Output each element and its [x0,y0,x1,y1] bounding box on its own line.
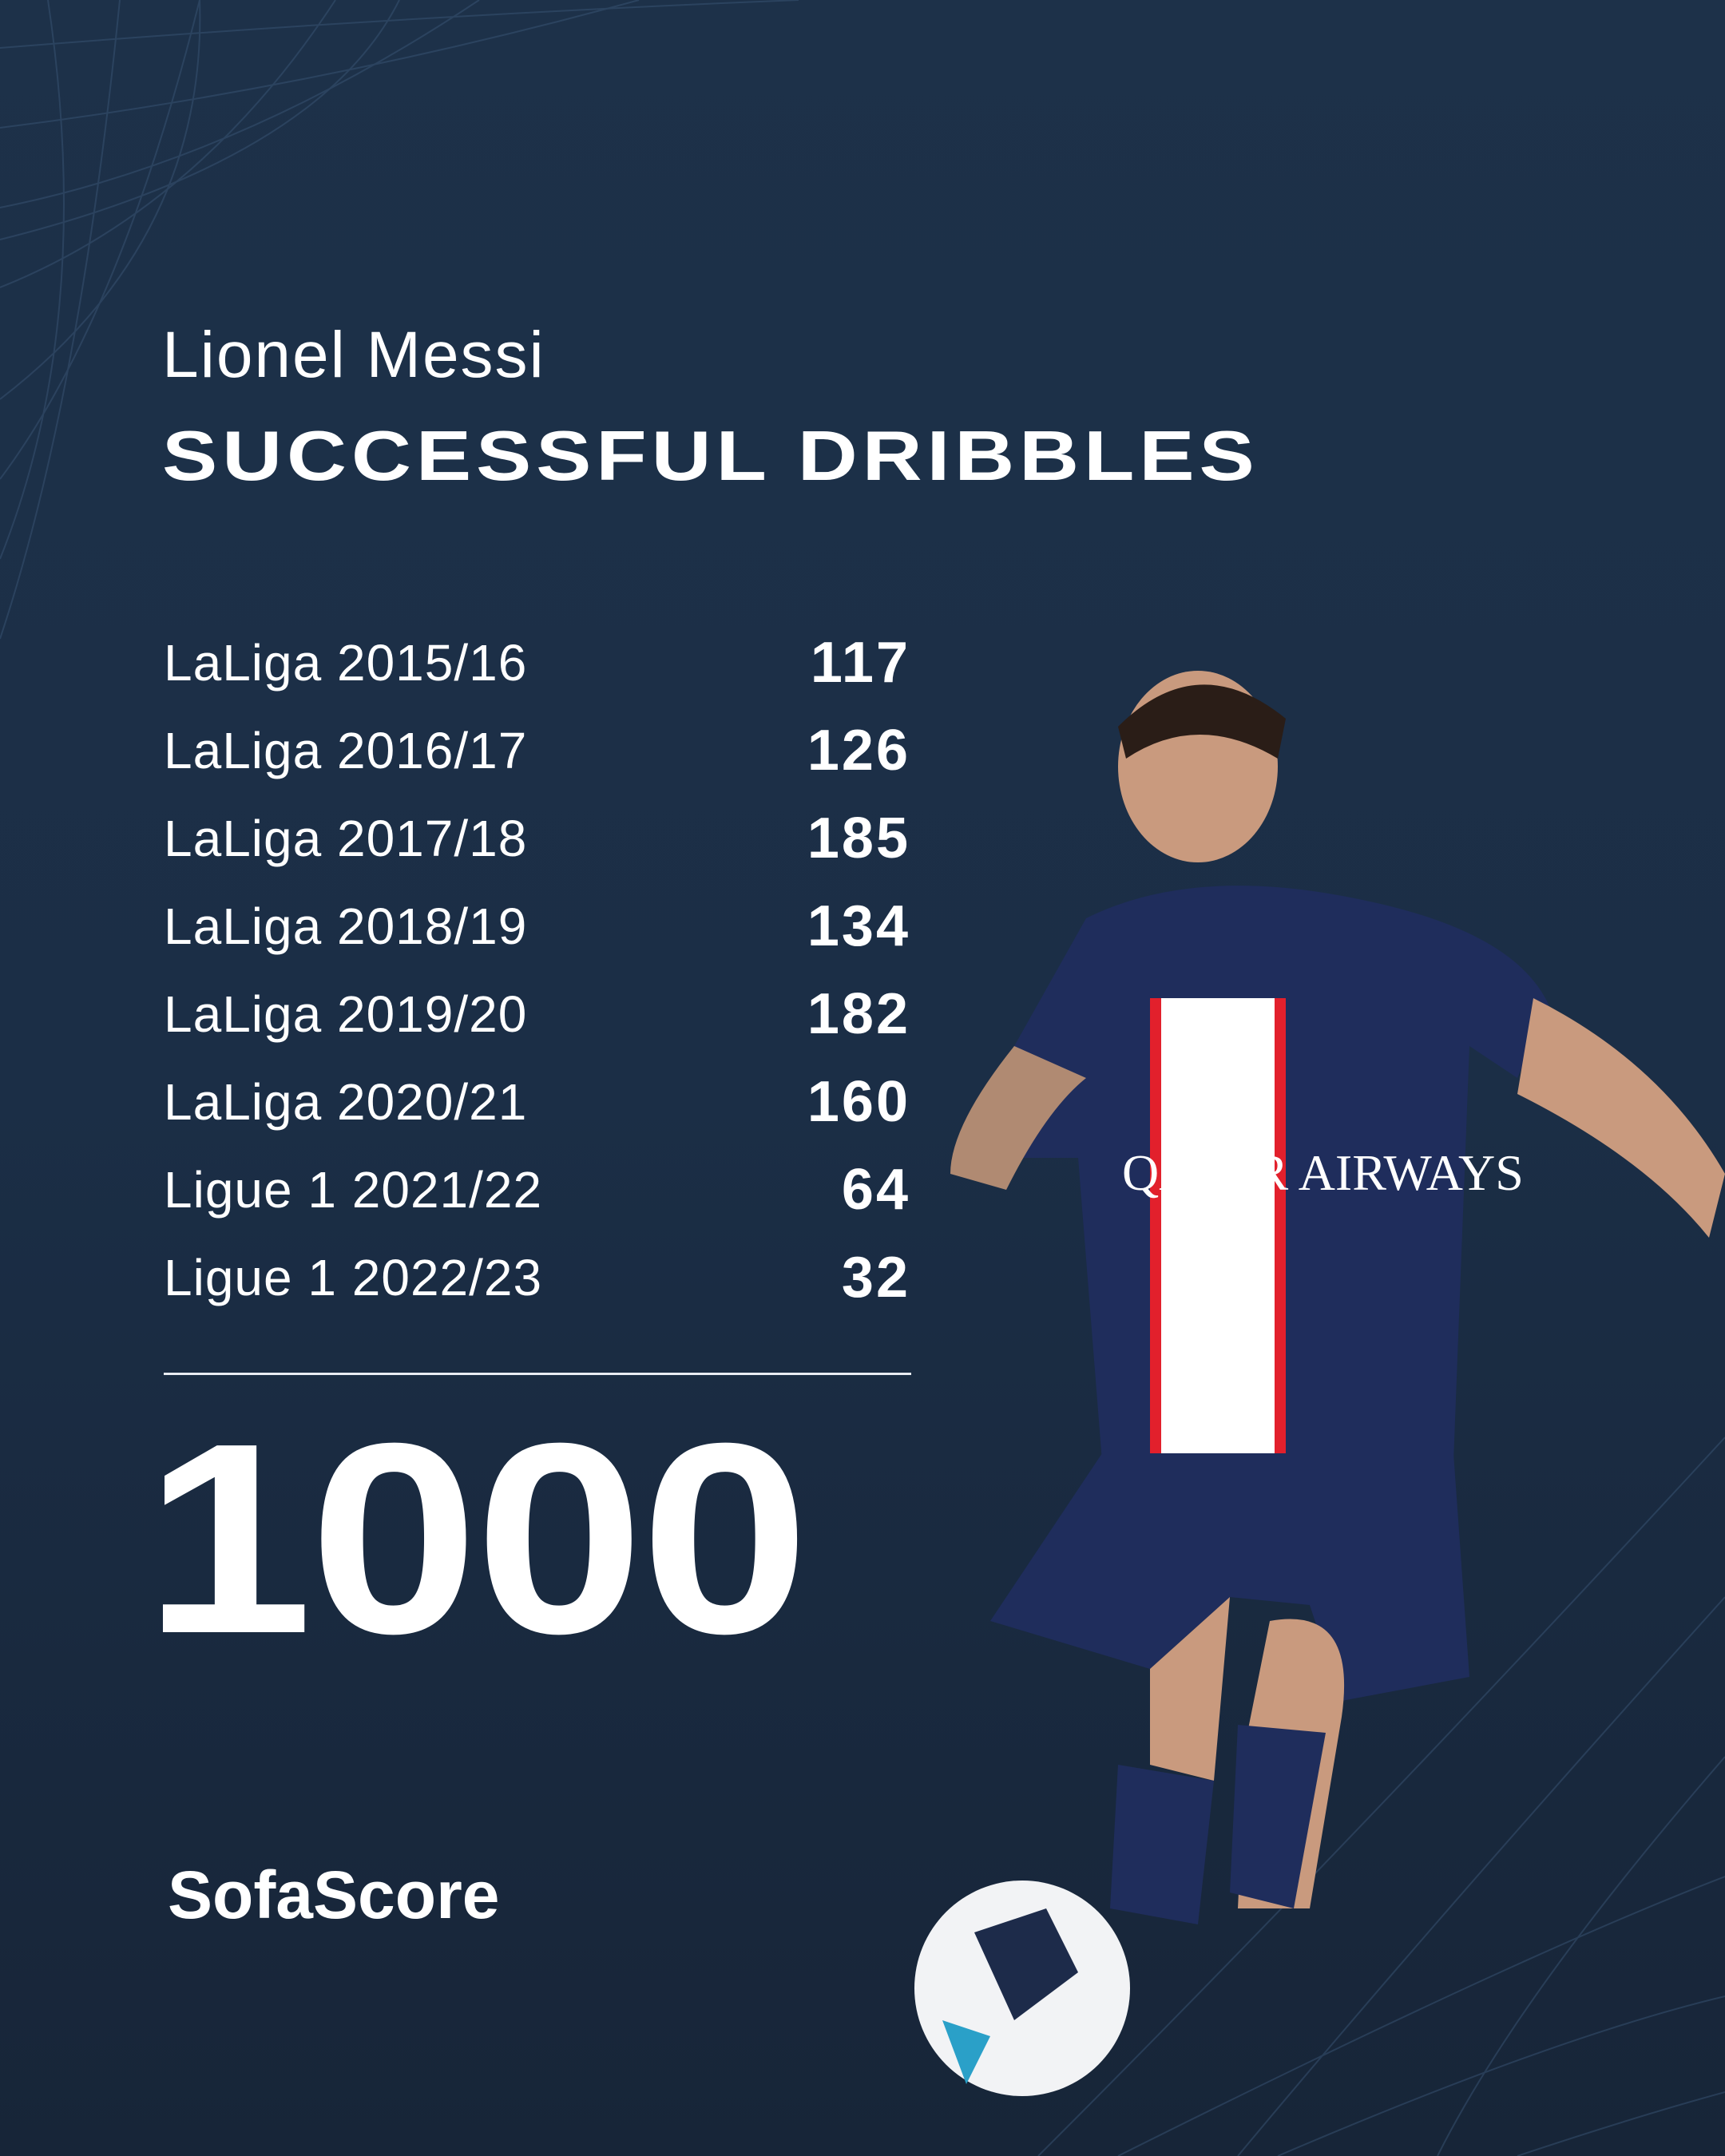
season-value: 185 [807,807,910,870]
player-photo: QATAR AIRWAYS [914,671,1725,2096]
season-value: 32 [841,1246,910,1310]
season-row: LaLiga 2020/21 160 [164,1058,910,1146]
season-row: LaLiga 2017/18 185 [164,795,910,882]
kit-sponsor-text: QATAR AIRWAYS [1122,1144,1524,1201]
sofascore-logo: SofaScore [168,1857,500,1932]
season-row: Ligue 1 2021/22 64 [164,1146,910,1234]
season-value: 126 [807,719,910,783]
season-value: 64 [841,1158,910,1222]
season-row: LaLiga 2015/16 117 [164,619,910,707]
divider [164,1373,911,1375]
season-label: LaLiga 2018/19 [164,898,528,955]
season-row: LaLiga 2018/19 134 [164,882,910,970]
season-label: LaLiga 2015/16 [164,634,528,692]
season-row: LaLiga 2019/20 182 [164,970,910,1058]
season-row: LaLiga 2016/17 126 [164,707,910,795]
total-dribbles: 1000 [144,1387,810,1690]
stat-title: SUCCESSFUL DRIBBLES [162,416,1259,495]
season-list: LaLiga 2015/16 117 LaLiga 2016/17 126 LaLi… [164,619,910,1322]
season-value: 182 [807,982,910,1046]
season-label: LaLiga 2016/17 [164,722,528,779]
season-value: 117 [810,631,910,695]
season-label: Ligue 1 2022/23 [164,1249,543,1306]
season-label: LaLiga 2020/21 [164,1073,528,1131]
season-label: LaLiga 2017/18 [164,810,528,867]
season-label: Ligue 1 2021/22 [164,1161,543,1219]
season-label: LaLiga 2019/20 [164,985,528,1043]
season-value: 134 [807,894,910,958]
player-name: Lionel Messi [162,319,545,391]
season-row: Ligue 1 2022/23 32 [164,1234,910,1322]
season-value: 160 [807,1070,910,1134]
